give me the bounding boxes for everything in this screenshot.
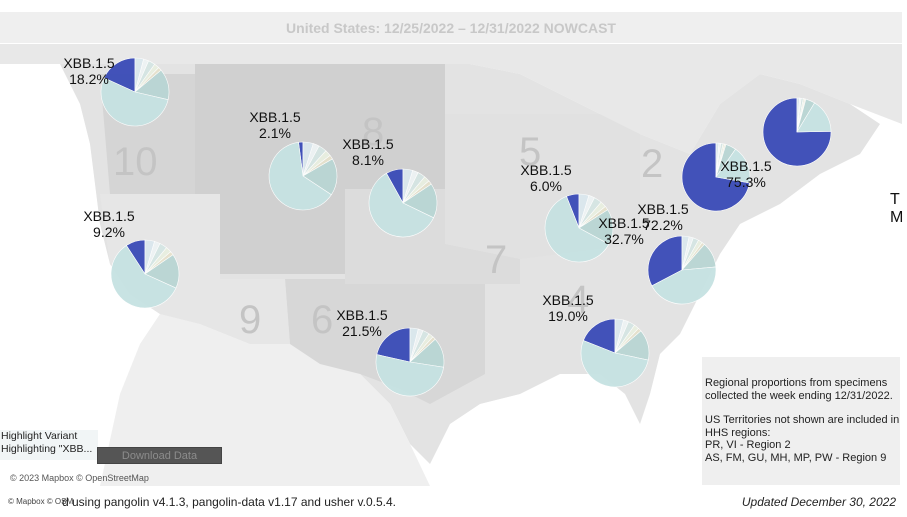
pie-region-10[interactable]	[100, 57, 170, 127]
highlight-variant-label: Highlight Variant	[1, 430, 78, 442]
highlight-variant-control[interactable]: Highlight Variant Highlighting "XBB...	[0, 430, 98, 460]
pie-region-6[interactable]	[375, 327, 445, 397]
cut-off-legend-text: T M	[890, 191, 904, 226]
main-slice[interactable]	[651, 266, 717, 305]
pie-region-3[interactable]	[647, 235, 717, 305]
pie-region-2[interactable]	[681, 142, 751, 212]
region-9-shade	[100, 194, 290, 344]
land-areas	[0, 44, 902, 486]
pie-region-4[interactable]	[580, 318, 650, 388]
pie-region-1[interactable]	[762, 97, 832, 167]
main-slice[interactable]	[375, 354, 444, 397]
main-slice[interactable]	[580, 340, 649, 388]
main-slice[interactable]	[715, 148, 751, 184]
pie-region-7[interactable]	[368, 168, 438, 238]
highlight-slice[interactable]	[647, 235, 683, 287]
region-number-8: 8	[362, 110, 385, 154]
region-2-label: XBB.1.5 72.2%	[637, 201, 689, 233]
main-slice[interactable]	[110, 245, 177, 309]
region-5-label: XBB.1.5 6.0%	[520, 162, 572, 194]
footer-mapbox-credit[interactable]: © Mapbox © OSM	[8, 497, 74, 506]
region-3-label: XBB.1.5 32.7%	[598, 215, 650, 247]
footer-method-note: d using pangolin v4.1.3, pangolin-data v…	[62, 495, 397, 509]
main-slice[interactable]	[368, 172, 435, 238]
pie-region-8[interactable]	[268, 141, 338, 211]
pie-layer	[100, 57, 832, 397]
highlight-slice[interactable]	[103, 57, 136, 93]
region-7-label: XBB.1.5 8.1%	[342, 136, 394, 168]
region-number-9: 9	[239, 298, 262, 342]
region-number-5: 5	[519, 130, 542, 174]
highlight-slice[interactable]	[376, 327, 411, 363]
highlight-slice[interactable]	[582, 318, 616, 354]
region-9-label: XBB.1.5 9.2%	[83, 208, 135, 240]
region-6-label: XBB.1.5 21.5%	[336, 307, 388, 339]
region-8-label: XBB.1.5 2.1%	[249, 109, 301, 141]
footer-updated-date: Updated December 30, 2022	[741, 495, 896, 509]
info-line-4: AS, FM, GU, MH, MP, PW - Region 9	[705, 451, 887, 464]
map-title: United States: 12/25/2022 – 12/31/2022 N…	[0, 12, 902, 43]
region-number-7: 7	[485, 238, 508, 282]
region-10-label: XBB.1.5 18.2%	[63, 55, 115, 87]
mexico-land	[100, 314, 430, 486]
main-slice[interactable]	[796, 102, 832, 133]
region-number-4: 4	[567, 278, 590, 322]
info-line-2: US Territories not shown are included in…	[705, 414, 900, 439]
canada-land	[0, 44, 902, 154]
highlight-slice[interactable]	[762, 97, 832, 167]
main-slice[interactable]	[544, 195, 610, 263]
pie-region-5[interactable]	[544, 193, 614, 263]
main-slice[interactable]	[100, 77, 169, 127]
region-4-label: XBB.1.5 19.0%	[542, 292, 594, 324]
info-line-1: Regional proportions from specimens coll…	[705, 377, 893, 402]
pie-region-9[interactable]	[110, 239, 180, 309]
map-attribution[interactable]: © 2023 Mapbox © OpenStreetMap	[10, 473, 149, 483]
main-slice[interactable]	[268, 141, 332, 211]
info-box: Regional proportions from specimens coll…	[702, 357, 900, 485]
info-line-3: PR, VI - Region 2	[705, 439, 791, 451]
region-number-2: 2	[641, 142, 664, 186]
region-number-6: 6	[311, 298, 334, 342]
map-canvas[interactable]: 10 8 5 2 7 9 6 4 XBB.1.5 18.2% XBB.1.5 2.1…	[0, 44, 902, 486]
region-number-10: 10	[113, 140, 158, 184]
region-1-label: XBB.1.5 75.3%	[720, 158, 772, 190]
highlight-variant-value[interactable]: Highlighting "XBB...	[1, 443, 93, 455]
download-data-button[interactable]: Download Data	[97, 447, 222, 464]
us-map[interactable]	[0, 44, 902, 486]
